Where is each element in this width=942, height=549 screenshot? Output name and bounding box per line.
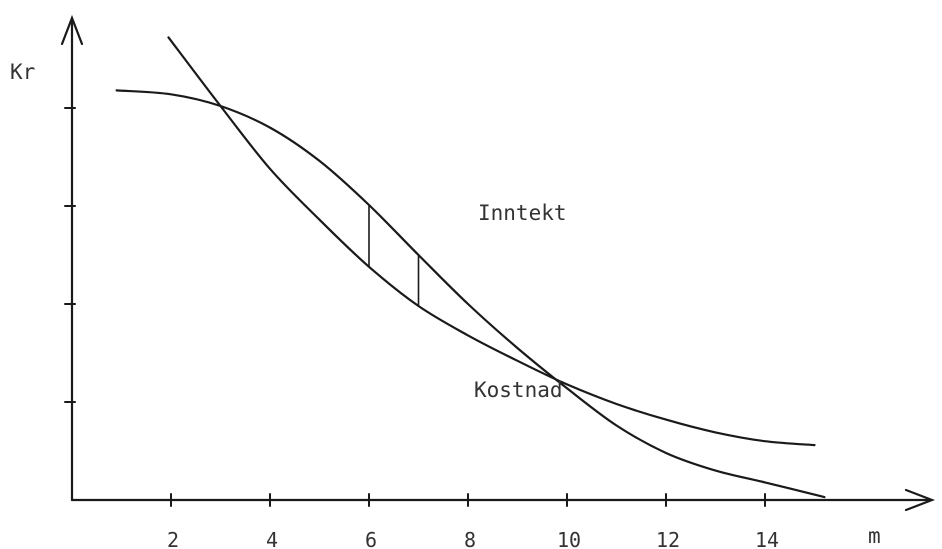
curves bbox=[115, 36, 826, 499]
vertical-markers bbox=[368, 205, 420, 306]
curve-inntekt bbox=[115, 89, 826, 499]
x-tick-label-6: 6 bbox=[365, 528, 377, 549]
inntekt-curve-label: Inntekt bbox=[478, 201, 567, 225]
x-tick-label-2: 2 bbox=[167, 528, 179, 549]
curve-kostnad bbox=[167, 36, 816, 447]
x-tick-label-10: 10 bbox=[557, 528, 581, 549]
x-axis-arrowhead bbox=[904, 488, 936, 512]
kostnad-curve-label: Kostnad bbox=[474, 378, 563, 402]
labels: Kr m Inntekt Kostnad bbox=[10, 60, 881, 548]
y-axis-label: Kr bbox=[10, 60, 35, 84]
y-axis-arrowhead bbox=[60, 14, 84, 46]
x-tick-labels: 2 4 6 8 10 12 14 bbox=[167, 528, 779, 549]
axes bbox=[60, 14, 936, 512]
x-tick-label-14: 14 bbox=[755, 528, 779, 549]
x-tick-label-8: 8 bbox=[464, 528, 476, 549]
x-tick-label-12: 12 bbox=[656, 528, 680, 549]
x-tick-label-4: 4 bbox=[266, 528, 278, 549]
tick-marks bbox=[64, 107, 766, 507]
x-axis-label: m bbox=[868, 524, 881, 548]
